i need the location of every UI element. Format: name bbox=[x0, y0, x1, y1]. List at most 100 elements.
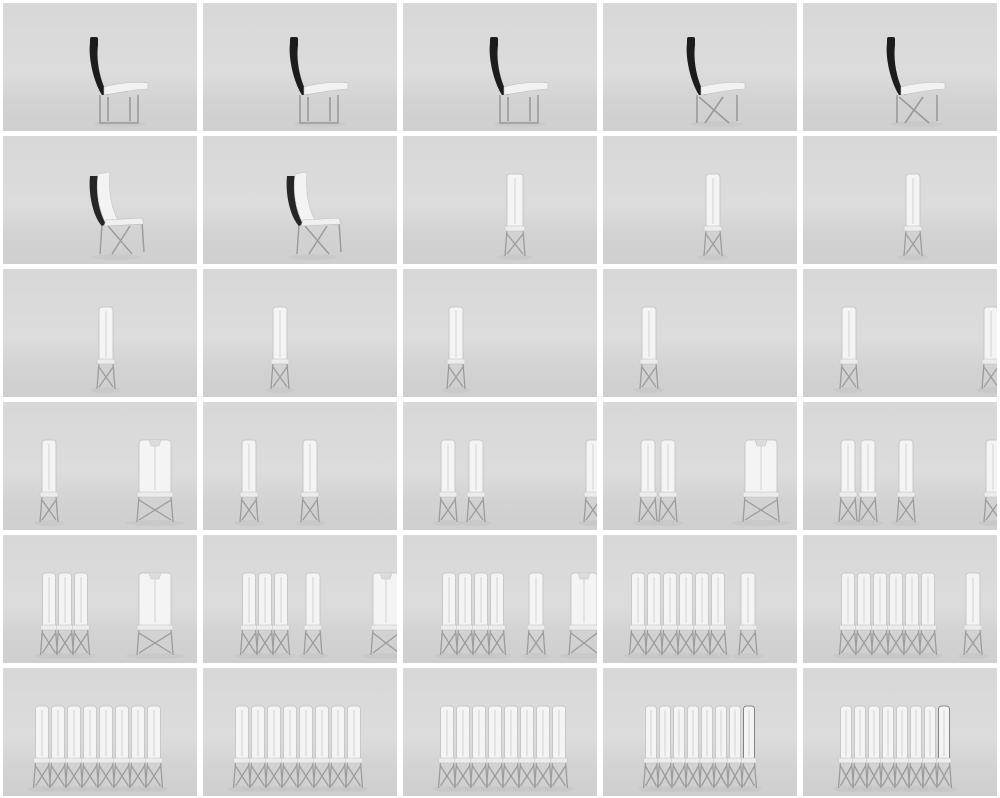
chair-figure bbox=[559, 572, 597, 659]
frame-render bbox=[27, 705, 169, 792]
frame-render bbox=[90, 306, 122, 393]
frame-render bbox=[498, 173, 532, 260]
chair-figure bbox=[833, 705, 957, 792]
frame-render bbox=[623, 572, 764, 659]
frame-render bbox=[632, 439, 791, 526]
storyboard-frame bbox=[3, 402, 197, 530]
chair-figure bbox=[975, 306, 997, 393]
frame-render bbox=[432, 705, 574, 792]
frame-render bbox=[440, 306, 472, 393]
chair-figure bbox=[434, 572, 512, 659]
chair-figure bbox=[264, 306, 296, 393]
storyboard-frame bbox=[403, 668, 597, 796]
storyboard-frame bbox=[203, 136, 397, 264]
chair-figure bbox=[440, 306, 472, 393]
storyboard-frame bbox=[203, 668, 397, 796]
storyboard-frame bbox=[603, 269, 797, 397]
chair-figure bbox=[833, 306, 865, 393]
chair-figure bbox=[638, 705, 762, 792]
storyboard-frame bbox=[403, 136, 597, 264]
frame-render bbox=[33, 439, 185, 526]
frame-render bbox=[833, 705, 957, 792]
frame-render bbox=[34, 572, 185, 659]
frame-render bbox=[633, 306, 665, 393]
chair-figure bbox=[89, 171, 145, 260]
frame-render bbox=[886, 37, 946, 127]
frame-render bbox=[832, 439, 997, 526]
chair-figure bbox=[27, 705, 169, 792]
storyboard-frame bbox=[3, 136, 197, 264]
chair-figure bbox=[886, 37, 946, 127]
chair-figure bbox=[361, 572, 397, 659]
storyboard-frame bbox=[203, 269, 397, 397]
storyboard-frame bbox=[803, 136, 997, 264]
chair-figure bbox=[897, 173, 929, 260]
frame-render bbox=[286, 171, 342, 260]
storyboard-frame bbox=[403, 535, 597, 663]
chair-figure bbox=[520, 572, 552, 659]
frame-render bbox=[686, 37, 746, 127]
chair-figure bbox=[833, 572, 943, 659]
frame-render bbox=[489, 37, 549, 127]
chair-figure bbox=[460, 439, 492, 526]
chair-figure bbox=[90, 306, 122, 393]
frame-render bbox=[833, 572, 989, 659]
chair-figure bbox=[234, 572, 296, 659]
chair-figure bbox=[731, 439, 791, 526]
storyboard-frame bbox=[803, 668, 997, 796]
storyboard-frame bbox=[403, 3, 597, 131]
storyboard-frame bbox=[803, 402, 997, 530]
storyboard-frame bbox=[603, 402, 797, 530]
chair-figure bbox=[652, 439, 684, 526]
storyboard-frame bbox=[603, 535, 797, 663]
storyboard-frame bbox=[3, 535, 197, 663]
storyboard-frame bbox=[603, 3, 797, 131]
storyboard-frame bbox=[3, 269, 197, 397]
chair-figure bbox=[125, 572, 185, 659]
storyboard-frame bbox=[403, 402, 597, 530]
frame-render bbox=[697, 173, 729, 260]
chair-figure bbox=[33, 439, 65, 526]
frame-render bbox=[897, 173, 929, 260]
chair-figure bbox=[832, 439, 864, 526]
chair-figure bbox=[852, 439, 884, 526]
chair-figure bbox=[432, 705, 574, 792]
chair-figure bbox=[286, 171, 342, 260]
frame-render bbox=[434, 572, 597, 659]
chair-figure bbox=[732, 572, 764, 659]
storyboard-frame bbox=[403, 269, 597, 397]
frame-render bbox=[89, 37, 149, 127]
storyboard-frame bbox=[3, 668, 197, 796]
storyboard-frame bbox=[803, 269, 997, 397]
chair-figure bbox=[623, 572, 733, 659]
chair-figure bbox=[125, 439, 185, 526]
frame-render bbox=[289, 37, 349, 127]
storyboard-frame bbox=[603, 136, 797, 264]
storyboard-frame bbox=[803, 3, 997, 131]
storyboard-frame bbox=[603, 668, 797, 796]
chair-figure bbox=[632, 439, 664, 526]
chair-figure bbox=[294, 439, 326, 526]
frame-render bbox=[89, 171, 145, 260]
chair-figure bbox=[489, 37, 549, 127]
chair-figure bbox=[697, 173, 729, 260]
storyboard-frame bbox=[203, 402, 397, 530]
chair-figure bbox=[227, 705, 369, 792]
chair-figure bbox=[498, 173, 532, 260]
storyboard-frame bbox=[3, 3, 197, 131]
frame-render bbox=[833, 306, 997, 393]
chair-figure bbox=[432, 439, 464, 526]
frame-render bbox=[233, 439, 326, 526]
chair-figure bbox=[633, 306, 665, 393]
storyboard-frame bbox=[803, 535, 997, 663]
frame-render bbox=[227, 705, 369, 792]
frame-render bbox=[638, 705, 762, 792]
chair-figure bbox=[289, 37, 349, 127]
chair-figure bbox=[890, 439, 922, 526]
chair-figure bbox=[686, 37, 746, 127]
chair-figure bbox=[34, 572, 96, 659]
chair-figure bbox=[957, 572, 989, 659]
frame-render bbox=[234, 572, 397, 659]
storyboard-frame bbox=[203, 3, 397, 131]
